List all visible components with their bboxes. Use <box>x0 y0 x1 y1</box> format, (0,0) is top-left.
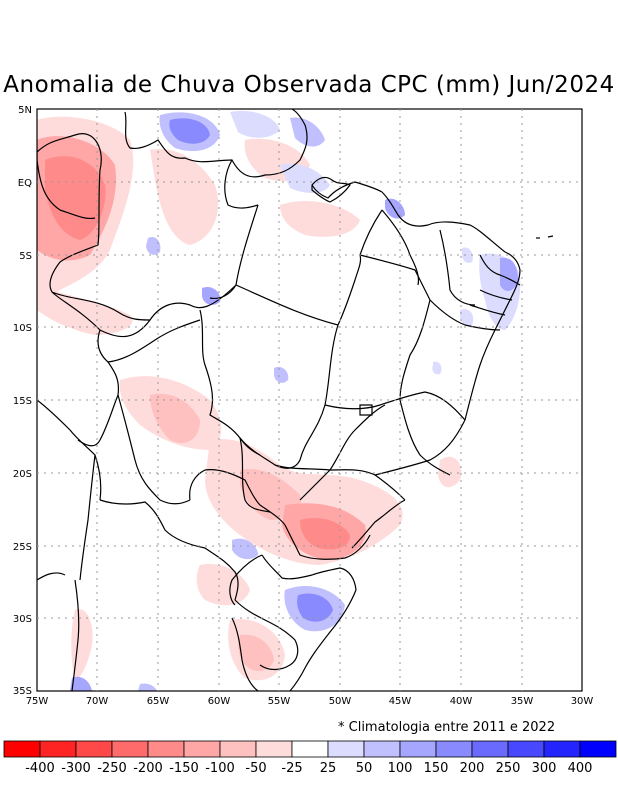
color-scale-swatch <box>435 740 473 758</box>
color-scale-label: -400 <box>25 761 55 776</box>
color-scale-label: 100 <box>388 761 413 776</box>
color-scale-swatch <box>471 740 509 758</box>
color-scale-label: 200 <box>460 761 485 776</box>
lon-label: 70W <box>86 696 109 707</box>
color-scale-label: -25 <box>281 761 302 776</box>
longitude-labels: 75W 70W 65W 60W 55W 50W 45W 40W 35W 30W <box>26 696 594 707</box>
lat-label: 25S <box>13 542 32 553</box>
color-scale-swatch <box>255 740 293 758</box>
color-scale-swatch <box>219 740 257 758</box>
color-scale-swatch <box>75 740 113 758</box>
lat-label: 5S <box>19 251 32 262</box>
color-scale-label: 300 <box>532 761 557 776</box>
color-scale-swatch <box>111 740 149 758</box>
lon-label: 55W <box>268 696 291 707</box>
color-scale-label: -200 <box>133 761 163 776</box>
color-scale-swatch <box>363 740 401 758</box>
lon-label: 50W <box>329 696 352 707</box>
color-scale-swatch <box>291 740 329 758</box>
lon-label: 45W <box>389 696 412 707</box>
color-scale-label: -100 <box>205 761 235 776</box>
color-scale-label: 400 <box>568 761 593 776</box>
color-scale-swatch <box>3 740 41 758</box>
map-title: Anomalia de Chuva Observada CPC (mm) Jun… <box>3 72 615 98</box>
color-scale-swatch <box>543 740 581 758</box>
lon-label: 30W <box>571 696 594 707</box>
color-scale-label: -50 <box>245 761 266 776</box>
latitude-labels: 5N EQ 5S 10S 15S 20S 25S 30S 35S <box>13 105 32 697</box>
color-scale-label: -300 <box>61 761 91 776</box>
color-scale-swatch <box>183 740 221 758</box>
lat-label: EQ <box>18 178 32 189</box>
lat-label: 5N <box>18 105 32 116</box>
color-scale-swatch <box>579 740 617 758</box>
color-scale-swatch <box>507 740 545 758</box>
lat-label: 20S <box>13 469 32 480</box>
lon-label: 65W <box>147 696 170 707</box>
color-scale-swatch <box>39 740 77 758</box>
lat-label: 30S <box>13 614 32 625</box>
country-state-borders <box>37 109 554 691</box>
lon-label: 35W <box>511 696 534 707</box>
color-scale-bar <box>3 740 617 758</box>
color-scale-label: -250 <box>97 761 127 776</box>
color-scale-swatch <box>399 740 437 758</box>
color-scale-label: -150 <box>169 761 199 776</box>
grid-lines <box>37 109 582 691</box>
lon-label: 60W <box>208 696 231 707</box>
lat-label: 10S <box>13 323 32 334</box>
negative-anomaly-areas <box>37 116 462 681</box>
lon-label: 40W <box>450 696 473 707</box>
lat-label: 15S <box>13 396 32 407</box>
color-scale-labels: -400 -300 -250 -200 -150 -100 -50 -25 25 50 100 150… <box>25 761 592 776</box>
color-scale-swatch <box>327 740 365 758</box>
lat-label: 35S <box>13 686 32 697</box>
color-scale-label: 25 <box>320 761 337 776</box>
climatology-note: * Climatologia entre 2011 e 2022 <box>338 720 556 735</box>
color-scale-swatch <box>147 740 185 758</box>
color-scale-label: 150 <box>424 761 449 776</box>
lon-label: 75W <box>26 696 49 707</box>
color-scale-label: 50 <box>356 761 373 776</box>
color-scale-label: 250 <box>496 761 521 776</box>
